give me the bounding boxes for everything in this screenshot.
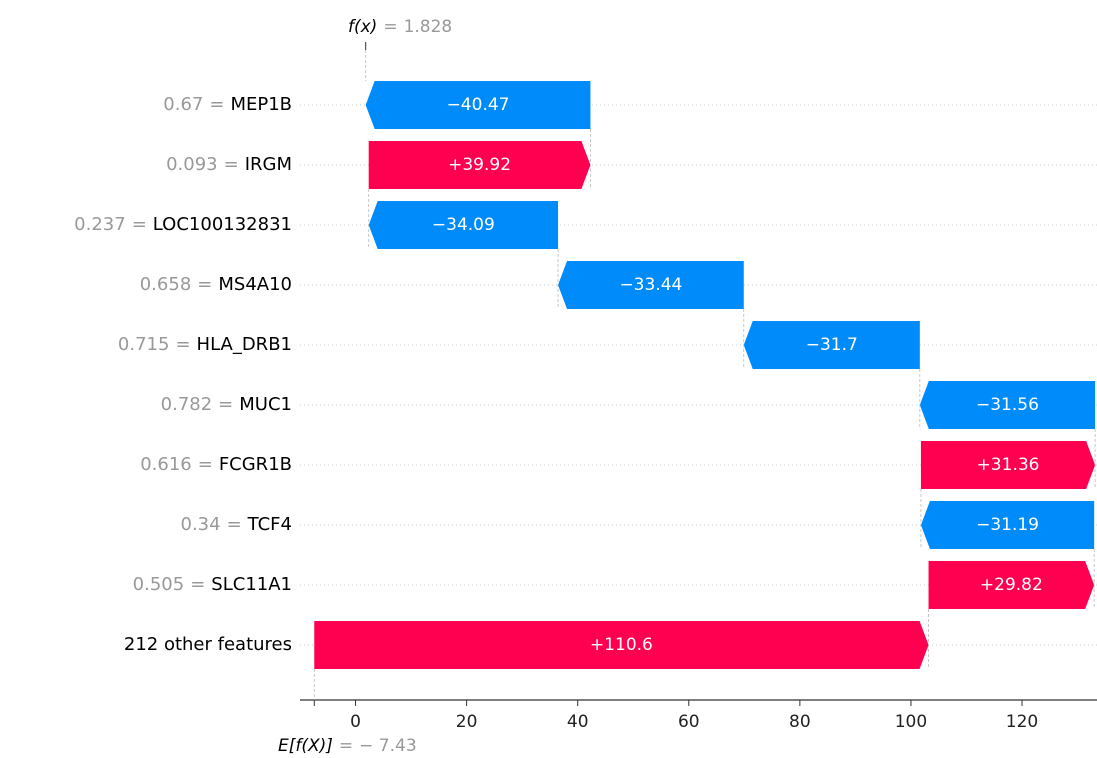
bar bbox=[920, 441, 1096, 489]
feature-sep: = bbox=[218, 394, 233, 415]
feature-value: 0.093 bbox=[166, 154, 218, 175]
feature-name: MS4A10 bbox=[218, 274, 292, 295]
bar bbox=[365, 81, 591, 129]
row-label: 0.093 = IRGM bbox=[166, 154, 292, 175]
row-label: 0.237 = LOC100132831 bbox=[74, 214, 292, 235]
output-text: f(x) = 1.828 bbox=[348, 17, 452, 37]
feature-name: IRGM bbox=[245, 154, 292, 175]
bar-value-label: −31.7 bbox=[806, 335, 858, 355]
feature-value: 0.715 bbox=[118, 334, 170, 355]
bar-value-label: +29.82 bbox=[980, 575, 1043, 595]
bar bbox=[919, 381, 1096, 429]
feature-sep: = bbox=[224, 154, 239, 175]
feature-name: MUC1 bbox=[239, 394, 292, 415]
feature-sep: = bbox=[197, 274, 212, 295]
row-label: 0.67 = MEP1B bbox=[163, 94, 292, 115]
bar-value-label: −33.44 bbox=[619, 275, 682, 295]
bar-value-label: −34.09 bbox=[432, 215, 495, 235]
x-tick-label: 120 bbox=[1006, 712, 1038, 732]
base-value: − 7.43 bbox=[359, 736, 417, 756]
feature-sep: = bbox=[227, 514, 242, 535]
feature-sep: = bbox=[209, 94, 224, 115]
bar-value-label: −31.56 bbox=[976, 395, 1039, 415]
output-label: f(x) bbox=[348, 17, 377, 37]
base-text: E[f(X)] = − 7.43 bbox=[278, 736, 417, 756]
x-tick-label: 40 bbox=[567, 712, 589, 732]
bar bbox=[368, 201, 559, 249]
row-label: 0.34 = TCF4 bbox=[181, 514, 293, 535]
row-label: 212 other features bbox=[124, 634, 292, 655]
bar-value-label: +39.92 bbox=[448, 155, 511, 175]
bar bbox=[558, 261, 744, 309]
row-label: 0.505 = SLC11A1 bbox=[133, 574, 292, 595]
feature-name: TCF4 bbox=[247, 514, 292, 535]
feature-value: 0.616 bbox=[140, 454, 192, 475]
base-label: E[f(X)] bbox=[278, 736, 333, 756]
bar bbox=[743, 321, 920, 369]
feature-name: FCGR1B bbox=[219, 454, 292, 475]
feature-name: 212 other features bbox=[124, 634, 292, 655]
bar bbox=[920, 501, 1095, 549]
bar bbox=[928, 561, 1095, 609]
feature-value: 0.34 bbox=[181, 514, 221, 535]
bar-value-label: +110.6 bbox=[590, 635, 653, 655]
output-sep: = bbox=[383, 17, 397, 37]
row-label: 0.658 = MS4A10 bbox=[140, 274, 292, 295]
row-label: 0.616 = FCGR1B bbox=[140, 454, 292, 475]
feature-value: 0.505 bbox=[133, 574, 185, 595]
bar-value-label: +31.36 bbox=[977, 455, 1040, 475]
x-tick-label: 0 bbox=[350, 712, 361, 732]
feature-sep: = bbox=[190, 574, 205, 595]
output-value: 1.828 bbox=[404, 17, 453, 37]
feature-sep: = bbox=[198, 454, 213, 475]
bar-value-label: −31.19 bbox=[976, 515, 1039, 535]
bar bbox=[368, 141, 591, 189]
feature-name: LOC100132831 bbox=[153, 214, 292, 235]
x-tick-label: 60 bbox=[678, 712, 700, 732]
bar bbox=[314, 621, 929, 669]
row-label: 0.715 = HLA_DRB1 bbox=[118, 334, 292, 355]
x-tick-label: 20 bbox=[456, 712, 478, 732]
bar-value-label: −40.47 bbox=[447, 95, 510, 115]
feature-name: MEP1B bbox=[230, 94, 292, 115]
base-sep: = bbox=[339, 736, 353, 756]
x-tick-label: 80 bbox=[789, 712, 811, 732]
feature-name: HLA_DRB1 bbox=[197, 334, 292, 355]
feature-value: 0.237 bbox=[74, 214, 126, 235]
feature-name: SLC11A1 bbox=[211, 574, 292, 595]
x-tick-label: 100 bbox=[895, 712, 927, 732]
row-label: 0.782 = MUC1 bbox=[161, 394, 292, 415]
feature-value: 0.67 bbox=[163, 94, 203, 115]
feature-value: 0.658 bbox=[140, 274, 192, 295]
feature-sep: = bbox=[175, 334, 190, 355]
feature-value: 0.782 bbox=[161, 394, 213, 415]
feature-sep: = bbox=[132, 214, 147, 235]
